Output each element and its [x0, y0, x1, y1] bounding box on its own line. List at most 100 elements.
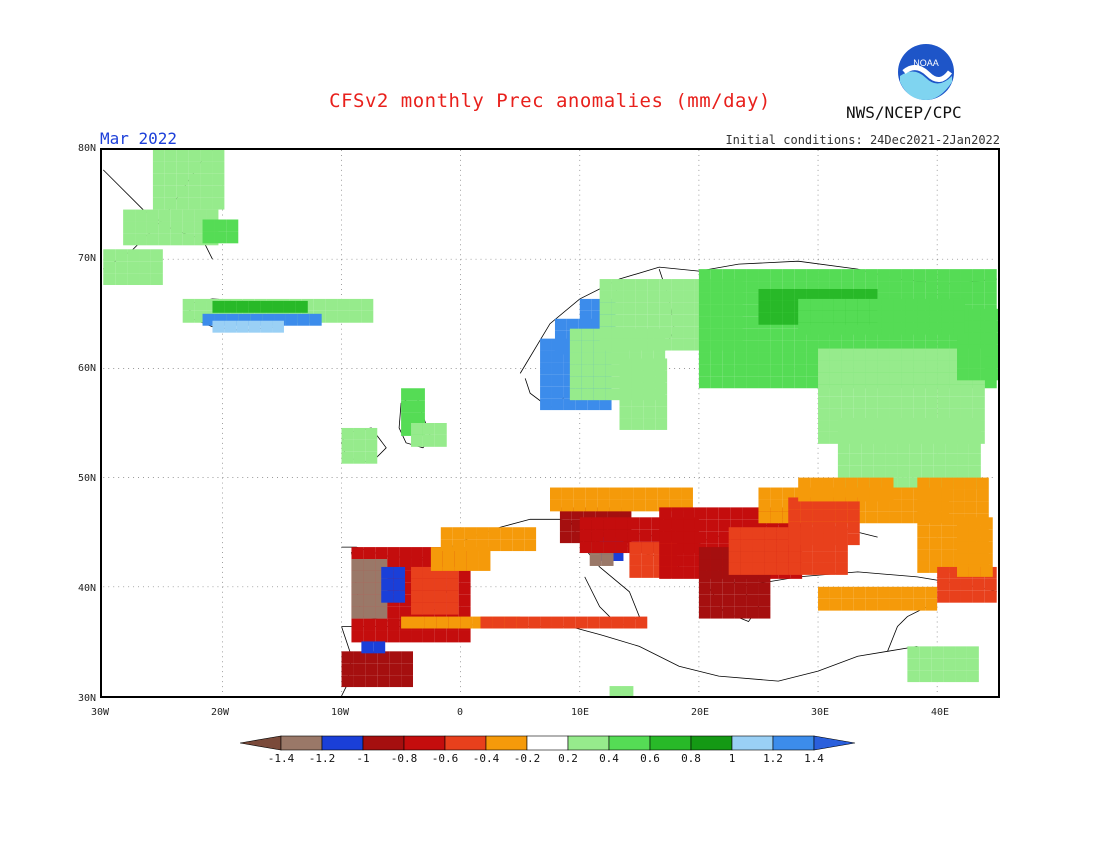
colorbar-segment: [444, 735, 487, 751]
anomaly-cell-g1: [434, 423, 447, 435]
anomaly-cell-o: [929, 477, 942, 490]
anomaly-cell-g2: [698, 376, 711, 389]
anomaly-cell-g2: [889, 281, 902, 293]
anomaly-cell-g2: [722, 292, 735, 305]
anomaly-cell-r2: [377, 675, 390, 688]
anomaly-cell-o: [913, 598, 926, 611]
anomaly-cell-or: [949, 590, 961, 603]
anomaly-cell-g2: [746, 364, 759, 377]
anomaly-cell-g2: [401, 412, 414, 424]
anomaly-cell-o: [833, 489, 846, 502]
anomaly-cell-or: [984, 578, 997, 591]
anomaly-cell-g1: [152, 161, 165, 174]
anomaly-cell-g1: [937, 408, 950, 421]
anomaly-cell-g2: [992, 308, 998, 321]
anomaly-cell-g1: [960, 408, 973, 421]
anomaly-cell-o: [524, 539, 537, 552]
anomaly-cell-or: [776, 562, 789, 575]
anomaly-cell-r1: [591, 517, 604, 530]
anomaly-cell-o: [573, 487, 586, 500]
anomaly-cell-b2: [591, 298, 604, 311]
anomaly-cell-r1: [694, 519, 707, 532]
anomaly-cell-g1: [176, 161, 189, 174]
anomaly-cell-g1: [877, 360, 890, 373]
anomaly-cell-g2: [833, 322, 846, 335]
anomaly-cell-g1: [937, 396, 950, 409]
anomaly-cell-r1: [615, 529, 628, 542]
anomaly-cell-g1: [200, 197, 213, 210]
anomaly-cell-r1: [458, 606, 471, 619]
anomaly-cell-or: [835, 497, 848, 510]
anomaly-cell-g1: [635, 279, 648, 291]
anomaly-cell-r2: [722, 594, 735, 607]
anomaly-cell-o: [770, 511, 783, 524]
anomaly-cell-g1: [176, 150, 189, 162]
anomaly-cell-g1: [152, 150, 165, 162]
anomaly-cell-g2: [857, 298, 870, 311]
anomaly-cell-g1: [818, 372, 830, 385]
anomaly-cell-g2: [822, 298, 834, 311]
anomaly-cell-g1: [619, 370, 632, 383]
anomaly-cell-or: [434, 566, 447, 579]
anomaly-cell-lb: [260, 320, 273, 333]
anomaly-cell-o: [877, 598, 890, 611]
anomaly-cell-g1: [885, 441, 898, 454]
anomaly-cell-g1: [325, 310, 338, 323]
anomaly-cell-g2: [929, 310, 942, 323]
anomaly-cell-o: [964, 501, 977, 514]
anomaly-cell-o: [980, 529, 993, 542]
anomaly-cell-g1: [631, 382, 644, 395]
anomaly-cell-g1: [861, 429, 874, 442]
anomaly-cell-r2: [698, 594, 711, 607]
anomaly-cell-g2: [949, 281, 961, 293]
anomaly-cell-g3: [758, 312, 771, 325]
anomaly-cell-g1: [949, 408, 961, 421]
anomaly-cell-g2: [758, 269, 771, 282]
anomaly-cell-g1: [599, 326, 612, 339]
anomaly-cell-r1: [659, 519, 672, 532]
anomaly-cell-g2: [957, 344, 969, 357]
anomaly-cell-g1: [937, 372, 950, 385]
anomaly-cell-g2: [984, 376, 997, 389]
anomaly-cell-or: [740, 527, 753, 540]
anomaly-cell-g2: [413, 412, 425, 424]
anomaly-cell-g1: [643, 418, 656, 430]
anomaly-cell-g1: [949, 384, 961, 397]
anomaly-cell-g1: [123, 209, 136, 222]
anomaly-cell-or: [949, 578, 961, 591]
anomaly-cell-g1: [611, 279, 624, 291]
anomaly-cell-o: [550, 487, 562, 500]
anomaly-cell-or: [492, 616, 505, 629]
anomaly-cell-r2: [607, 507, 620, 520]
anomaly-cell-g1: [829, 431, 842, 444]
anomaly-cell-r1: [683, 531, 695, 544]
anomaly-cell-r2: [353, 663, 366, 676]
anomaly-cell-g1: [599, 302, 612, 315]
anomaly-cell-o: [597, 499, 610, 512]
anomaly-cell-g1: [841, 384, 854, 397]
anomaly-cell-or: [422, 566, 435, 579]
anomaly-cell-g1: [841, 408, 854, 421]
anomaly-cell-g1: [655, 370, 668, 383]
anomaly-cell-or: [728, 562, 741, 575]
anomaly-cell-g1: [897, 477, 910, 490]
anomaly-cell-g2: [949, 340, 961, 353]
anomaly-cell-g2: [698, 364, 711, 377]
anomaly-cell-g2: [202, 231, 215, 244]
anomaly-cell-g1: [146, 233, 159, 246]
anomaly-cell-r1: [706, 531, 719, 544]
anomaly-cell-o: [889, 487, 902, 500]
anomaly-cell-or: [422, 578, 435, 591]
anomaly-cell-o: [758, 511, 771, 524]
anomaly-cell-g1: [619, 382, 632, 395]
anomaly-cell-g3: [770, 288, 783, 301]
anomaly-cell-g2: [710, 352, 723, 365]
anomaly-cell-g1: [818, 420, 830, 432]
anomaly-cell-g1: [123, 233, 136, 246]
anomaly-cell-g1: [605, 352, 618, 365]
anomaly-cell-g1: [631, 370, 644, 383]
anomaly-cell-or: [949, 566, 961, 579]
anomaly-cell-g1: [972, 384, 985, 397]
anomaly-cell-or: [812, 509, 824, 522]
anomaly-cell-g2: [770, 269, 783, 282]
